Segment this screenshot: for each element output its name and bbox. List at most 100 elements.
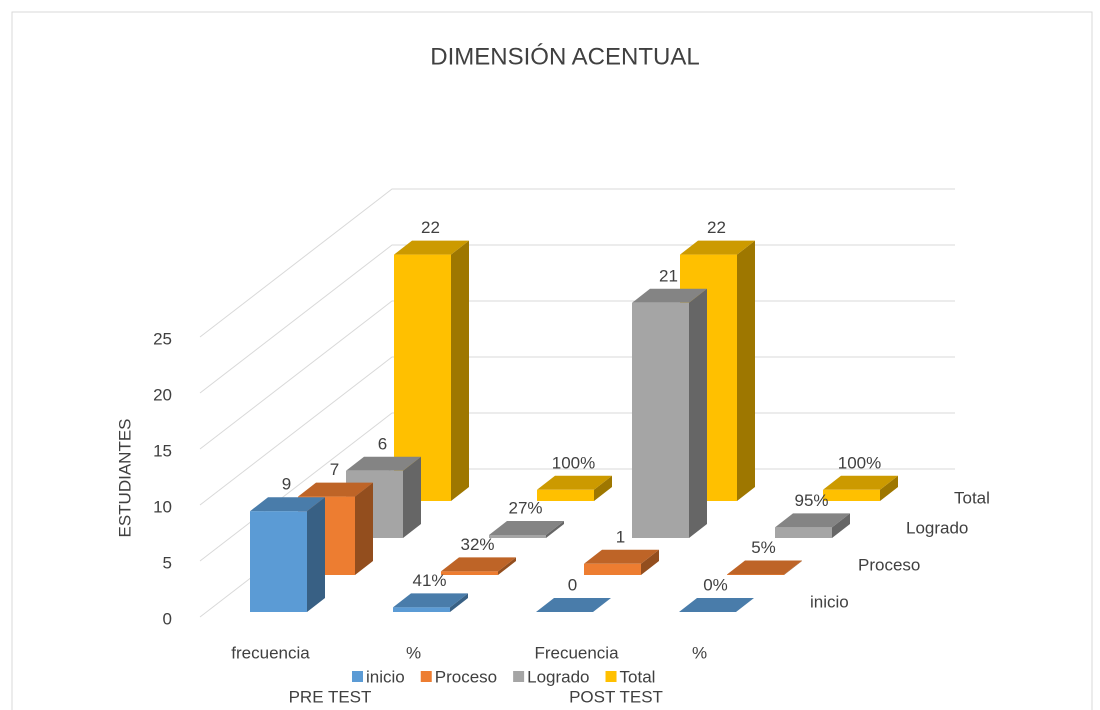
legend-swatch [352, 671, 363, 682]
grid-line [199, 356, 955, 506]
bar-top [680, 240, 755, 255]
group-label: PRE TEST [289, 687, 372, 706]
bar-top [441, 557, 516, 572]
bar-top [537, 475, 612, 490]
bar [489, 520, 564, 538]
depth-label: Proceso [858, 555, 920, 574]
bar-side [450, 593, 468, 612]
data-label: 9 [282, 475, 291, 494]
grid-line [199, 244, 955, 394]
bar [441, 557, 516, 575]
bar [775, 513, 850, 538]
bar [537, 475, 612, 501]
bar-side [737, 240, 755, 501]
y-tick-label: 5 [163, 553, 172, 572]
y-tick-label: 10 [153, 497, 172, 516]
data-label: 6 [378, 434, 387, 453]
data-label: 7 [330, 460, 339, 479]
data-label: 32% [460, 535, 494, 554]
bar [679, 598, 754, 612]
data-label: 22 [707, 218, 726, 237]
bar-top [727, 560, 802, 575]
bar-side [594, 475, 612, 501]
bar-side [641, 549, 659, 575]
bar-front [823, 489, 880, 501]
y-tick-label: 15 [153, 441, 172, 460]
bar-side [832, 513, 850, 538]
bar-top [250, 497, 325, 512]
grid-line [199, 300, 955, 450]
group-label: POST TEST [569, 687, 663, 706]
bar-side [784, 560, 802, 575]
bar-side [307, 497, 325, 612]
legend-swatch [420, 671, 432, 682]
bar-side [451, 240, 469, 501]
bar-front [584, 563, 641, 575]
bar-top [679, 598, 754, 612]
legend-swatch [605, 671, 617, 682]
y-axis-label: ESTUDIANTES [115, 418, 134, 537]
data-label: 1 [616, 527, 625, 546]
bar-front [441, 571, 498, 575]
legend-label: Proceso [435, 667, 497, 686]
legend-label: Total [620, 667, 656, 686]
bar-top [346, 456, 421, 471]
bar-top [536, 598, 611, 612]
data-label: 0 [568, 575, 577, 594]
depth-label: inicio [810, 592, 849, 611]
bar-top [298, 482, 373, 497]
bar [584, 549, 659, 575]
bar-front [393, 607, 450, 612]
data-label: 100% [838, 453, 881, 472]
bar-top [489, 520, 564, 535]
bar [823, 475, 898, 501]
grid-line [199, 188, 955, 338]
bar-top [632, 288, 707, 303]
data-label: 22 [421, 218, 440, 237]
depth-label: Total [954, 488, 990, 507]
y-tick-label: 25 [153, 329, 172, 348]
data-label: 41% [412, 571, 446, 590]
legend-label: Logrado [527, 667, 589, 686]
bar-front [489, 534, 546, 538]
x-tick-label: % [406, 643, 421, 662]
data-label: 95% [794, 491, 828, 510]
legend-swatch [513, 671, 525, 682]
bar [536, 598, 611, 612]
data-label: 27% [508, 498, 542, 517]
bar-top [393, 593, 468, 608]
y-tick-label: 20 [153, 385, 172, 404]
bar [727, 560, 802, 575]
bar-top [823, 475, 898, 490]
bar-side [880, 475, 898, 501]
bar [394, 240, 469, 501]
bar-side [403, 456, 421, 538]
bar-top [775, 513, 850, 528]
bar-side [498, 557, 516, 575]
bar-top [584, 549, 659, 564]
bar-side [546, 520, 564, 538]
y-tick-label: 0 [163, 609, 172, 628]
bar [250, 497, 325, 612]
data-label: 0% [703, 575, 728, 594]
bar [393, 593, 468, 612]
bar-side [355, 482, 373, 575]
bar-front [250, 511, 307, 612]
bar-front [775, 527, 832, 538]
bar-front [727, 574, 784, 575]
legend-label: inicio [366, 667, 405, 686]
bar-top [394, 240, 469, 255]
bar-side [689, 288, 707, 538]
data-label: 5% [751, 538, 776, 557]
depth-label: Logrado [906, 518, 968, 537]
bar-front [537, 489, 594, 501]
x-tick-label: Frecuencia [534, 643, 619, 662]
x-tick-label: frecuencia [231, 643, 310, 662]
data-label: 21 [659, 266, 678, 285]
bar [632, 288, 707, 538]
x-tick-label: % [692, 643, 707, 662]
chart-title: DIMENSIÓN ACENTUAL [430, 43, 699, 70]
chart-frame [11, 11, 1093, 710]
bar-front [632, 302, 689, 538]
data-label: 100% [552, 453, 595, 472]
